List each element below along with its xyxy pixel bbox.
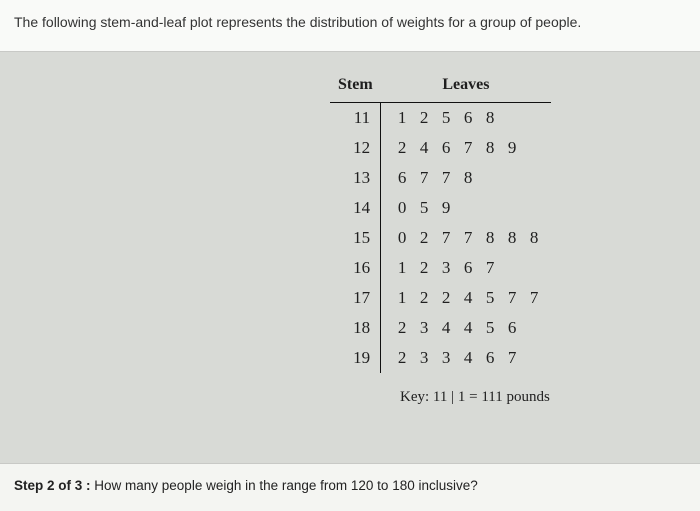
table-row: 1612367 xyxy=(330,253,551,283)
step-label: Step 2 of 3 : xyxy=(14,478,91,493)
leaf-value: 9 xyxy=(435,198,457,218)
table-row: 136778 xyxy=(330,163,551,193)
leaf-value: 6 xyxy=(457,108,479,128)
leaf-value: 6 xyxy=(391,168,413,188)
leaf-value: 3 xyxy=(413,348,435,368)
leaf-value: 7 xyxy=(457,228,479,248)
leaf-value: 5 xyxy=(435,108,457,128)
leaf-value: 0 xyxy=(391,198,413,218)
plot-key: Key: 11 | 1 = 111 pounds xyxy=(400,389,670,406)
stem-cell: 16 xyxy=(330,253,381,283)
leaf-value: 4 xyxy=(413,138,435,158)
table-row: 18234456 xyxy=(330,313,551,343)
leaf-value: 7 xyxy=(479,258,501,278)
leaf-value: 1 xyxy=(391,258,413,278)
leaf-value: 7 xyxy=(413,168,435,188)
leaf-value: 9 xyxy=(501,138,523,158)
stem-cell: 14 xyxy=(330,193,381,223)
stem-leaf-table: Stem Leaves 1112568122467891367781405915… xyxy=(330,72,551,373)
leaf-value: 8 xyxy=(479,138,501,158)
question-band: Step 2 of 3 : How many people weigh in t… xyxy=(0,463,700,511)
leaf-value: 5 xyxy=(479,288,501,308)
table-row: 1112568 xyxy=(330,103,551,134)
leaf-value: 8 xyxy=(457,168,479,188)
leaf-value: 2 xyxy=(435,288,457,308)
leaf-value: 8 xyxy=(479,228,501,248)
leaf-value: 2 xyxy=(391,318,413,338)
leaf-value: 2 xyxy=(391,348,413,368)
leaves-cell: 233467 xyxy=(381,343,552,373)
leaf-value: 8 xyxy=(501,228,523,248)
leaf-value: 4 xyxy=(457,348,479,368)
prompt-band: The following stem-and-leaf plot represe… xyxy=(0,0,700,52)
stem-cell: 12 xyxy=(330,133,381,163)
stem-cell: 13 xyxy=(330,163,381,193)
step-question: How many people weigh in the range from … xyxy=(91,478,478,493)
leaves-cell: 246789 xyxy=(381,133,552,163)
leaf-value: 5 xyxy=(479,318,501,338)
stem-cell: 18 xyxy=(330,313,381,343)
leaf-value: 4 xyxy=(457,288,479,308)
leaf-value: 5 xyxy=(413,198,435,218)
leaf-value: 6 xyxy=(479,348,501,368)
leaves-cell: 059 xyxy=(381,193,552,223)
table-row: 150277888 xyxy=(330,223,551,253)
prompt-text: The following stem-and-leaf plot represe… xyxy=(14,14,686,30)
stem-cell: 17 xyxy=(330,283,381,313)
leaf-value: 3 xyxy=(435,348,457,368)
leaf-value: 6 xyxy=(435,138,457,158)
leaf-value: 8 xyxy=(523,228,545,248)
stem-cell: 11 xyxy=(330,103,381,134)
table-row: 171224577 xyxy=(330,283,551,313)
leaves-cell: 234456 xyxy=(381,313,552,343)
leaf-value: 7 xyxy=(457,138,479,158)
col-header-leaves: Leaves xyxy=(381,72,552,103)
table-row: 19233467 xyxy=(330,343,551,373)
leaves-cell: 6778 xyxy=(381,163,552,193)
col-header-stem: Stem xyxy=(330,72,381,103)
leaf-value: 4 xyxy=(435,318,457,338)
leaf-value: 1 xyxy=(391,108,413,128)
stem-leaf-plot: Stem Leaves 1112568122467891367781405915… xyxy=(330,72,670,406)
leaf-value: 2 xyxy=(413,288,435,308)
leaf-value: 7 xyxy=(501,348,523,368)
leaf-value: 6 xyxy=(457,258,479,278)
table-row: 12246789 xyxy=(330,133,551,163)
leaf-value: 2 xyxy=(391,138,413,158)
leaf-value: 3 xyxy=(413,318,435,338)
leaf-value: 6 xyxy=(501,318,523,338)
leaf-value: 2 xyxy=(413,258,435,278)
leaves-cell: 12568 xyxy=(381,103,552,134)
stem-cell: 19 xyxy=(330,343,381,373)
leaf-value: 1 xyxy=(391,288,413,308)
stem-cell: 15 xyxy=(330,223,381,253)
leaf-value: 7 xyxy=(435,168,457,188)
leaf-value: 7 xyxy=(435,228,457,248)
leaf-value: 3 xyxy=(435,258,457,278)
leaf-value: 2 xyxy=(413,108,435,128)
leaves-cell: 12367 xyxy=(381,253,552,283)
leaf-value: 0 xyxy=(391,228,413,248)
leaf-value: 7 xyxy=(501,288,523,308)
table-row: 14059 xyxy=(330,193,551,223)
leaf-value: 8 xyxy=(479,108,501,128)
leaves-cell: 0277888 xyxy=(381,223,552,253)
leaf-value: 4 xyxy=(457,318,479,338)
leaf-value: 7 xyxy=(523,288,545,308)
leaf-value: 2 xyxy=(413,228,435,248)
leaves-cell: 1224577 xyxy=(381,283,552,313)
